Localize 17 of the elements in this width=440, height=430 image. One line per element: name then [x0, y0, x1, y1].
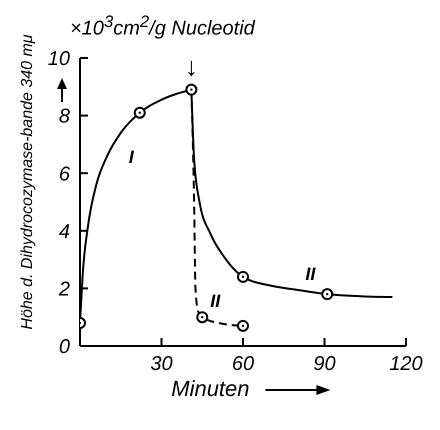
series-label: II — [305, 264, 316, 284]
y-tick-label: 2 — [58, 278, 70, 300]
series-label: II — [210, 291, 222, 312]
x-axis-title: Minuten — [171, 376, 250, 401]
y-tick-label: 0 — [58, 336, 70, 358]
series-label: I — [128, 146, 135, 167]
annotation: ↓ — [184, 52, 198, 82]
text: ×10$^{3}$cm$^{2}$/g Nucleotid — [70, 12, 255, 41]
y-tick-label: 6 — [58, 163, 71, 186]
x-tick-label: 90 — [313, 353, 336, 376]
x-tick-label: 30 — [150, 353, 173, 376]
x-tick-label: 120 — [389, 353, 423, 376]
y-axis-title: Höhe d. Dihydrocozymase-bande 340 mμ — [19, 34, 36, 330]
y-tick-label: 4 — [58, 220, 70, 243]
y-tick-label: 10 — [48, 48, 70, 70]
x-tick-label: 60 — [232, 353, 254, 376]
y-tick-label: 8 — [58, 106, 70, 128]
